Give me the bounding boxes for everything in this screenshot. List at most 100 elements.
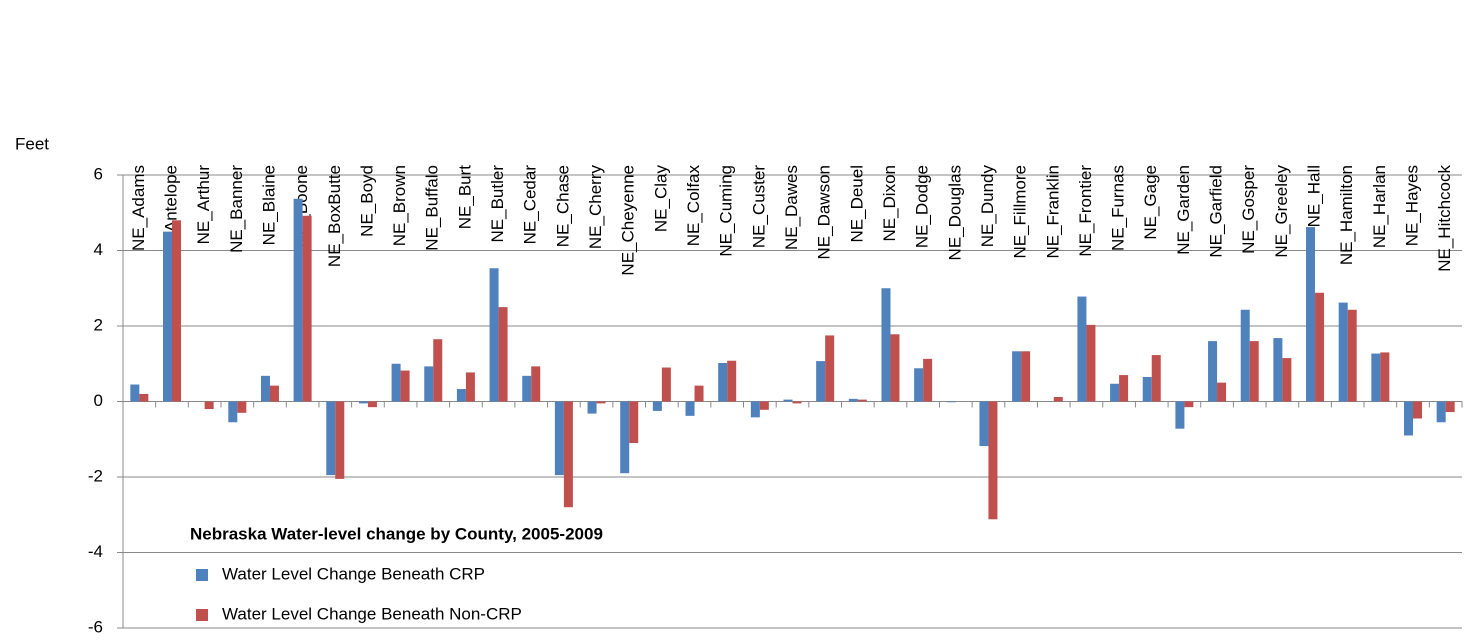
- bar: [1142, 376, 1152, 402]
- bar: [1119, 375, 1129, 402]
- x-tick-label: NE_Hayes: [1402, 165, 1421, 246]
- x-tick-label: NE_Dodge: [913, 165, 932, 248]
- bar: [792, 401, 802, 404]
- bar: [1208, 341, 1218, 402]
- legend-label: Water Level Change Beneath Non-CRP: [222, 604, 522, 623]
- y-tick-label: 2: [94, 315, 103, 334]
- bar: [890, 334, 900, 402]
- bar: [433, 339, 443, 402]
- bar: [358, 401, 368, 404]
- x-tick-label: NE_Cherry: [586, 165, 605, 250]
- bar: [465, 372, 475, 402]
- bar: [1282, 358, 1292, 402]
- y-tick-label: 0: [94, 391, 103, 410]
- x-tick-label: NE_Burt: [455, 165, 474, 230]
- legend-label: Water Level Change Beneath CRP: [222, 564, 485, 583]
- bar: [293, 198, 303, 402]
- x-tick-label: NE_Greeley: [1272, 165, 1291, 258]
- x-tick-label: NE_Clay: [651, 165, 670, 233]
- bar: [1086, 324, 1096, 402]
- bar: [335, 401, 345, 479]
- y-tick-label: -2: [88, 466, 103, 485]
- x-tick-label: NE_Dixon: [880, 165, 899, 242]
- bar: [1347, 309, 1357, 402]
- x-tick-label: NE_Chase: [553, 165, 572, 247]
- bar: [498, 307, 508, 402]
- bar: [596, 401, 606, 404]
- bar: [1053, 396, 1063, 402]
- x-tick-label: NE_Cuming: [717, 165, 736, 257]
- x-tick-label: NE_BoxButte: [325, 165, 344, 267]
- bar: [1175, 401, 1185, 429]
- bar: [718, 362, 728, 402]
- x-tick-label: NE_Dawes: [782, 165, 801, 250]
- bar: [825, 335, 835, 402]
- bar: [1012, 351, 1022, 402]
- x-tick-label: NE_Garfield: [1207, 165, 1226, 258]
- bar: [783, 399, 793, 402]
- bar: [914, 368, 924, 402]
- x-tick-label: NE_Deuel: [847, 165, 866, 243]
- x-tick-label: NE_Boyd: [357, 165, 376, 237]
- bar: [652, 401, 662, 411]
- y-tick-label: 4: [94, 240, 103, 259]
- x-tick-label: NE_Buffalo: [423, 165, 442, 251]
- bar: [816, 361, 826, 402]
- chart-title: Nebraska Water-level change by County, 2…: [190, 524, 603, 543]
- bar: [620, 401, 630, 474]
- bar: [1380, 352, 1390, 402]
- x-tick-label: NE_Hamilton: [1337, 165, 1356, 265]
- bar: [881, 288, 891, 402]
- x-tick-label: NE_Garden: [1174, 165, 1193, 255]
- bar: [1240, 309, 1250, 402]
- bar: [1315, 292, 1325, 402]
- x-tick-label: NE_Gage: [1141, 165, 1160, 240]
- bar: [237, 401, 247, 413]
- bar: [1077, 296, 1087, 402]
- x-tick-label: NE_Furnas: [1109, 165, 1128, 251]
- y-axis-label: Feet: [15, 134, 49, 153]
- bar: [661, 367, 671, 402]
- y-tick-label: -4: [88, 542, 103, 561]
- x-tick-label: NE_Custer: [749, 165, 768, 248]
- x-tick-label: NE_Adams: [129, 165, 148, 251]
- x-tick-label: NE_Gosper: [1239, 165, 1258, 254]
- x-tick-label: NE_Dawson: [815, 165, 834, 260]
- x-tick-label: NE_Butler: [488, 165, 507, 243]
- bar: [759, 401, 769, 410]
- bar: [326, 401, 336, 476]
- bar: [694, 385, 704, 402]
- bar: [1371, 353, 1381, 402]
- y-tick-label: 6: [94, 164, 103, 183]
- bar: [857, 399, 867, 402]
- bar: [727, 360, 737, 402]
- bar: [531, 366, 541, 402]
- bar: [489, 268, 499, 402]
- bar: [988, 401, 998, 520]
- bar: [587, 401, 597, 414]
- x-tick-label: NE_Frontier: [1076, 165, 1095, 257]
- legend-swatch: [196, 569, 208, 581]
- x-tick-label: NE_Banner: [227, 165, 246, 253]
- bar: [400, 370, 410, 402]
- y-tick-label: -6: [88, 617, 103, 636]
- x-tick-label: NE_Colfax: [684, 165, 703, 247]
- x-tick-label: NE_Harlan: [1370, 165, 1389, 248]
- x-tick-label: NE_Fillmore: [1011, 165, 1030, 259]
- bar: [302, 215, 312, 402]
- bar: [923, 358, 933, 402]
- bar: [456, 389, 466, 402]
- bar: [979, 401, 989, 447]
- bar: [1249, 341, 1259, 402]
- bar: [1110, 383, 1120, 402]
- bar: [1151, 355, 1161, 402]
- x-tick-label: NE_Cheyenne: [619, 165, 638, 276]
- bar: [1273, 338, 1283, 402]
- bar: [563, 401, 573, 508]
- x-tick-label: NE_Blaine: [259, 165, 278, 245]
- bar: [1217, 382, 1227, 402]
- bar: [946, 401, 956, 403]
- bar: [1436, 401, 1446, 423]
- bar: [391, 363, 401, 402]
